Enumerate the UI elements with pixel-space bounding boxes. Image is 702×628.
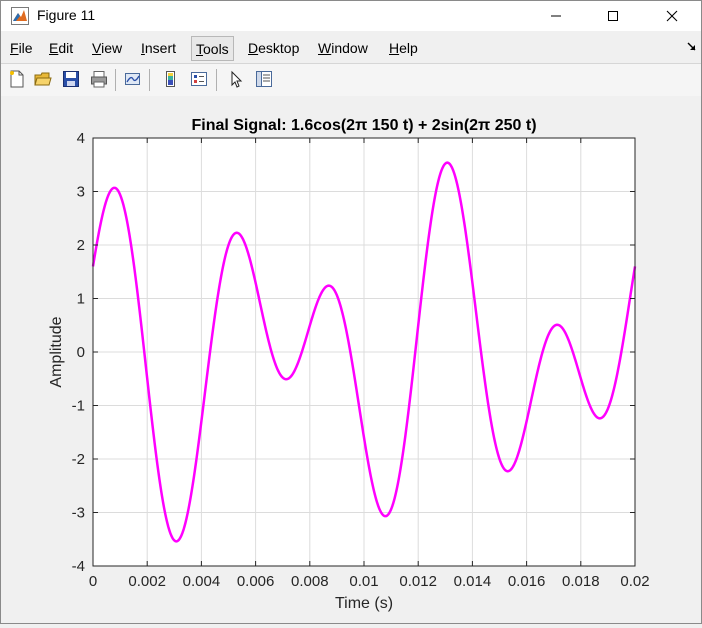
x-tick-label: 0.004 xyxy=(183,573,221,590)
y-tick-label: -2 xyxy=(72,451,85,468)
figure-toolbar xyxy=(1,63,701,97)
minimize-icon xyxy=(551,15,561,17)
menu-window[interactable]: Window xyxy=(318,40,368,56)
x-tick-label: 0.018 xyxy=(562,573,600,590)
open-file-button[interactable] xyxy=(32,68,54,90)
title-bar[interactable]: Figure 11 xyxy=(1,1,701,31)
x-tick-label: 0.002 xyxy=(128,573,166,590)
menu-help-mnemonic: H xyxy=(389,40,400,56)
window-title: Figure 11 xyxy=(37,7,96,23)
menu-desktop-rest: esktop xyxy=(258,40,300,56)
matlab-icon xyxy=(11,7,29,25)
menu-window-mnemonic: W xyxy=(318,40,332,56)
property-inspector-icon xyxy=(256,71,272,87)
y-tick-label: 1 xyxy=(77,291,85,308)
toolbar-separator xyxy=(149,69,150,91)
link-axes-button[interactable] xyxy=(122,68,144,90)
menu-desktop-mnemonic: D xyxy=(248,40,259,56)
menu-desktop[interactable]: Desktop xyxy=(248,40,299,56)
edit-plot-arrow-icon xyxy=(231,70,243,88)
legend-button[interactable] xyxy=(188,68,210,90)
dock-arrow-icon[interactable] xyxy=(687,42,697,52)
toolbar-separator xyxy=(115,69,116,91)
y-tick-label: 2 xyxy=(77,237,85,254)
menu-file-mnemonic: F xyxy=(10,40,19,56)
chart-title: Final Signal: 1.6cos(2π 150 t) + 2sin(2π… xyxy=(191,117,536,134)
save-button[interactable] xyxy=(60,68,82,90)
menu-edit-rest: dit xyxy=(58,40,74,56)
y-axis-label: Amplitude xyxy=(48,316,65,387)
link-axes-icon xyxy=(125,73,140,85)
save-icon xyxy=(63,71,79,87)
y-tick-label: 0 xyxy=(77,344,85,361)
series-line xyxy=(91,161,637,543)
open-file-icon xyxy=(34,72,52,86)
x-tick-label: 0 xyxy=(89,573,97,590)
menu-help[interactable]: Help xyxy=(389,40,418,56)
property-inspector-button[interactable] xyxy=(253,68,275,90)
close-icon xyxy=(666,10,678,22)
edit-plot-button[interactable] xyxy=(225,68,247,90)
x-tick-label: 0.02 xyxy=(620,573,649,590)
y-tick-label: 4 xyxy=(77,130,85,147)
maximize-button[interactable] xyxy=(590,1,636,31)
y-tick-label: -1 xyxy=(72,398,85,415)
menu-insert[interactable]: Insert xyxy=(141,40,176,56)
x-tick-label: 0.012 xyxy=(399,573,437,590)
x-tick-label: 0.016 xyxy=(508,573,546,590)
y-tick-label: -4 xyxy=(72,558,85,575)
new-figure-icon xyxy=(10,70,24,88)
menu-tools-mnemonic: T xyxy=(196,41,203,57)
menu-file[interactable]: File xyxy=(10,40,33,56)
menu-edit-mnemonic: E xyxy=(49,40,59,56)
menu-view[interactable]: View xyxy=(92,40,122,56)
colorbar-button[interactable] xyxy=(160,68,182,90)
menu-window-rest: indow xyxy=(331,40,368,56)
menu-view-rest: iew xyxy=(101,40,123,56)
minimize-button[interactable] xyxy=(533,1,579,31)
toolbar-separator xyxy=(216,69,217,91)
x-axis-label: Time (s) xyxy=(335,595,393,612)
menu-insert-mnemonic: I xyxy=(141,40,145,56)
x-tick-label: 0.014 xyxy=(454,573,492,590)
maximize-icon xyxy=(608,11,618,21)
menu-view-mnemonic: V xyxy=(92,40,102,56)
plot-svg: 0 0.002 0.004 0.006 0.008 0.01 0.012 0.014 0.016… xyxy=(48,117,650,612)
menu-bar: File Edit View Insert Tools Desktop Wind… xyxy=(1,35,701,61)
menu-tools[interactable]: Tools xyxy=(191,36,234,61)
y-tick-label: 3 xyxy=(77,184,85,201)
print-button[interactable] xyxy=(88,68,110,90)
menu-tools-rest: ools xyxy=(203,41,229,57)
menu-insert-rest: nsert xyxy=(144,40,177,56)
print-icon xyxy=(91,71,107,88)
x-tick-label: 0.008 xyxy=(291,573,329,590)
new-figure-button[interactable] xyxy=(6,68,28,90)
x-tick-label: 0.006 xyxy=(237,573,275,590)
colorbar-icon xyxy=(166,71,175,87)
menu-help-rest: elp xyxy=(399,40,418,56)
figure-canvas: 0 0.002 0.004 0.006 0.008 0.01 0.012 0.014 0.016… xyxy=(1,96,701,623)
close-button[interactable] xyxy=(649,1,695,31)
x-tick-label: 0.01 xyxy=(349,573,378,590)
menu-edit[interactable]: Edit xyxy=(49,40,73,56)
y-tick-label: -3 xyxy=(72,505,85,522)
legend-icon xyxy=(191,72,207,86)
menu-file-rest: ile xyxy=(18,40,33,56)
